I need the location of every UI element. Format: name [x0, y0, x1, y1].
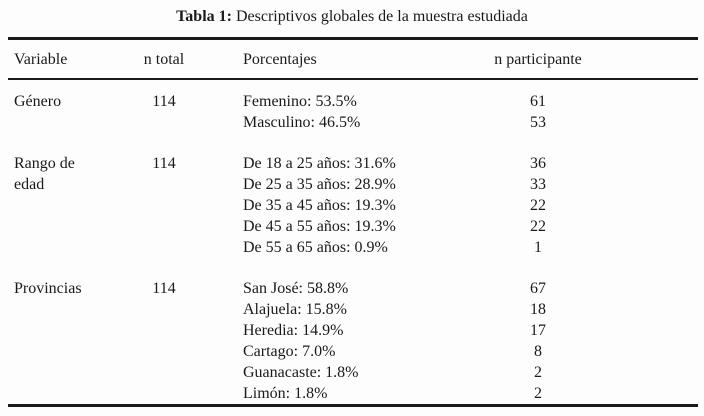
participante-value: 8: [534, 343, 542, 360]
header-n-participante: n participante: [494, 50, 582, 68]
header-porcentajes: Porcentajes: [243, 50, 317, 68]
table-header-row: Variable n total Porcentajes n participa…: [8, 40, 698, 78]
header-n-total: n total: [143, 50, 185, 68]
group-variable: Rango de edad: [14, 155, 75, 193]
group-n-total: 114: [152, 155, 176, 172]
header-rule: [8, 78, 698, 80]
participante-value: 1: [534, 239, 542, 256]
table-caption-label: Tabla 1:: [176, 8, 232, 25]
table-group-rango-edad: Rango de edad 114 De 18 a 25 años: 31.6%…: [8, 153, 698, 258]
participante-value: 17: [530, 322, 546, 339]
group-n-total: 114: [152, 93, 176, 110]
group-n-total: 114: [152, 280, 176, 297]
porcentaje-value: Masculino: 46.5%: [243, 114, 361, 131]
porcentaje-value: Alajuela: 15.8%: [243, 301, 347, 318]
table-group-provincias: Provincias 114 San José: 58.8% Alajuela:…: [8, 278, 698, 404]
porcentaje-value: De 55 a 65 años: 0.9%: [243, 239, 388, 256]
participante-value: 36: [530, 155, 546, 172]
participante-value: 61: [530, 93, 546, 110]
group-variable: Género: [14, 93, 62, 110]
participante-value: 18: [530, 301, 546, 318]
group-porcentajes: Femenino: 53.5% Masculino: 46.5%: [203, 91, 443, 133]
porcentaje-value: De 18 a 25 años: 31.6%: [243, 155, 396, 172]
porcentaje-value: De 35 a 45 años: 19.3%: [243, 197, 396, 214]
header-variable: Variable: [14, 50, 68, 68]
participante-value: 53: [530, 114, 546, 131]
participante-value: 33: [530, 176, 546, 193]
bottom-rule: [8, 404, 698, 407]
table-group-genero: Género 114 Femenino: 53.5% Masculino: 46…: [8, 91, 698, 133]
porcentaje-value: De 45 a 55 años: 19.3%: [243, 218, 396, 235]
table-caption: Tabla 1: Descriptivos globales de la mues…: [0, 0, 704, 27]
porcentaje-value: Limón: 1.8%: [243, 385, 328, 402]
group-participantes: 67 18 17 8 2 2: [443, 278, 633, 404]
top-rule: [8, 37, 698, 40]
participante-value: 22: [530, 197, 546, 214]
group-porcentajes: San José: 58.8% Alajuela: 15.8% Heredia:…: [203, 278, 443, 404]
group-variable: Provincias: [14, 280, 82, 297]
group-participantes: 36 33 22 22 1: [443, 153, 633, 258]
porcentaje-value: De 25 a 35 años: 28.9%: [243, 176, 396, 193]
participante-value: 2: [534, 364, 542, 381]
porcentaje-value: Guanacaste: 1.8%: [243, 364, 359, 381]
porcentaje-value: Heredia: 14.9%: [243, 322, 344, 339]
group-porcentajes: De 18 a 25 años: 31.6% De 25 a 35 años: …: [203, 153, 443, 258]
table-caption-text: Descriptivos globales de la muestra estu…: [235, 8, 528, 25]
participante-value: 22: [530, 218, 546, 235]
porcentaje-value: San José: 58.8%: [243, 280, 349, 297]
group-participantes: 61 53: [443, 91, 633, 133]
participante-value: 2: [534, 385, 542, 402]
porcentaje-value: Cartago: 7.0%: [243, 343, 336, 360]
participante-value: 67: [530, 280, 546, 297]
porcentaje-value: Femenino: 53.5%: [243, 93, 357, 110]
